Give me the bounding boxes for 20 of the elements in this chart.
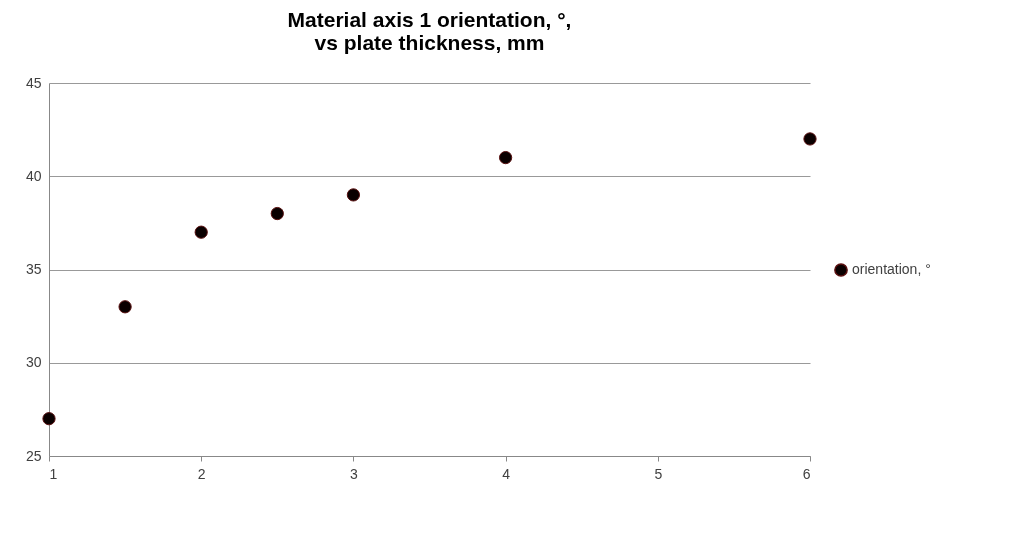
x-tick-label: 2 — [197, 465, 206, 482]
point — [194, 225, 208, 239]
x-tick-label: 4 — [502, 465, 511, 482]
x-tick-label: 3 — [350, 465, 358, 482]
legend-label: orientation, ° — [852, 261, 931, 277]
point — [118, 300, 132, 314]
y-tick-label: 45 — [25, 74, 42, 91]
chart-title: Material axis 1 orientation, °, vs plate thickness, mm — [287, 8, 572, 54]
x-tick-label: 1 — [49, 465, 58, 482]
point — [803, 132, 817, 146]
point — [346, 188, 361, 202]
x-tick-label: 6 — [802, 465, 811, 482]
y-tick-label: 35 — [25, 261, 42, 277]
point — [498, 150, 513, 165]
y-tick-label: 30 — [25, 354, 42, 371]
y-tick-label: 25 — [25, 447, 42, 464]
x-tick-label: 5 — [654, 465, 663, 482]
y-tick-label: 40 — [25, 167, 42, 184]
point — [42, 412, 56, 426]
point — [270, 206, 284, 221]
